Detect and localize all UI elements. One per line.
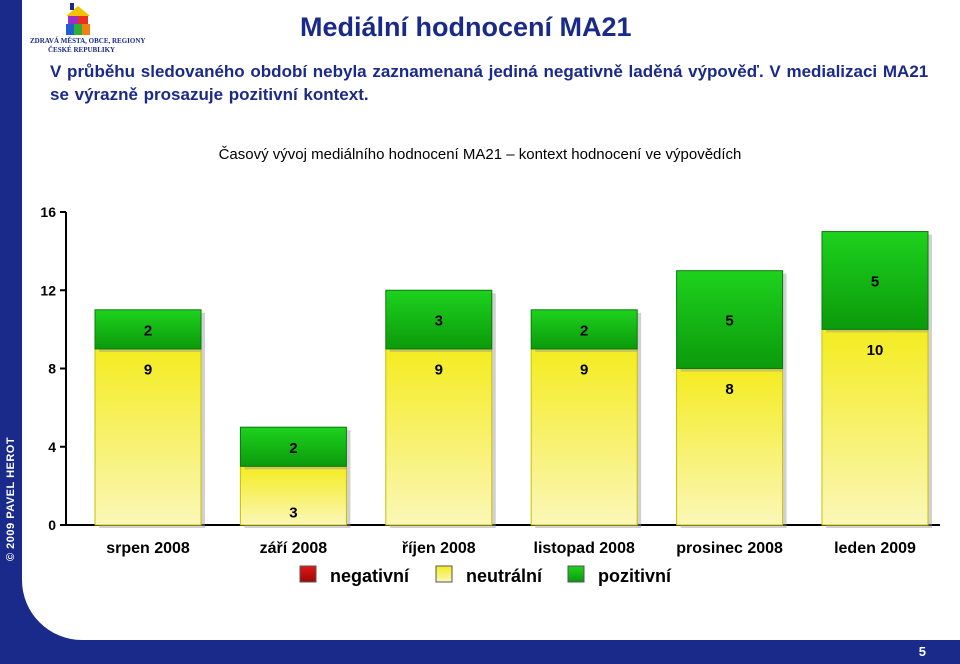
chart-title: Časový vývoj mediálního hodnocení MA21 –… [218, 146, 742, 163]
logo-text: ZDRAVÁ MĚSTA, OBCE, REGIONY [30, 37, 146, 45]
y-tick-label: 16 [40, 204, 56, 220]
data-label: 9 [580, 361, 588, 378]
data-label: 2 [289, 440, 297, 457]
y-tick-label: 4 [48, 439, 56, 455]
legend-label: negativní [330, 566, 410, 586]
legend-swatch-pozitivní [567, 565, 585, 583]
bar-segment-neutrální [239, 465, 347, 526]
y-tick-label: 12 [40, 282, 56, 298]
legend-label: neutrální [466, 566, 543, 586]
bar-segment-pozitivní [239, 426, 347, 467]
x-category-label: listopad 2008 [534, 540, 635, 557]
data-label: 9 [435, 361, 443, 378]
data-label: 5 [725, 313, 733, 330]
footer-bar [0, 640, 960, 664]
bar-segment-pozitivní [530, 309, 638, 350]
data-label: 2 [580, 322, 588, 339]
data-label: 3 [289, 505, 297, 522]
legend-swatch-neutrální [435, 565, 453, 583]
bar-segment-neutrální [94, 348, 202, 526]
bar-segment-neutrální [821, 328, 929, 526]
logo-icon [66, 3, 90, 35]
data-label: 3 [435, 313, 443, 330]
bar-segment-pozitivní [821, 231, 929, 330]
x-category-label: leden 2009 [834, 540, 916, 557]
logo-text: ČESKÉ REPUBLIKY [48, 46, 116, 54]
bar-segment-pozitivní [676, 270, 784, 369]
data-label: 8 [725, 381, 733, 398]
bar-segment-pozitivní [94, 309, 202, 350]
bar-segment-neutrální [676, 368, 784, 526]
legend-label: pozitivní [598, 566, 672, 586]
bar-segment-neutrální [385, 348, 493, 526]
x-category-label: prosinec 2008 [676, 540, 783, 557]
intro-text: V průběhu sledovaného období nebyla zazn… [50, 62, 929, 104]
data-label: 5 [871, 273, 879, 290]
data-label: 2 [144, 322, 152, 339]
page-number: 5 [918, 644, 926, 659]
data-label: 10 [867, 342, 884, 359]
y-tick-label: 8 [48, 361, 56, 377]
page-title: Mediální hodnocení MA21 [300, 12, 632, 42]
y-tick-label: 0 [48, 517, 56, 533]
bar-segment-pozitivní [385, 289, 493, 350]
bar-segment-neutrální [530, 348, 638, 526]
legend-swatch-negativní [299, 565, 317, 583]
x-category-label: září 2008 [260, 540, 328, 557]
stacked-bar-chart: 0 4 8 12 16 srpen 2008 září 2008 říjen 2008 list… [40, 204, 940, 586]
x-category-label: srpen 2008 [106, 540, 190, 557]
x-category-label: říjen 2008 [402, 540, 476, 557]
data-label: 9 [144, 361, 152, 378]
